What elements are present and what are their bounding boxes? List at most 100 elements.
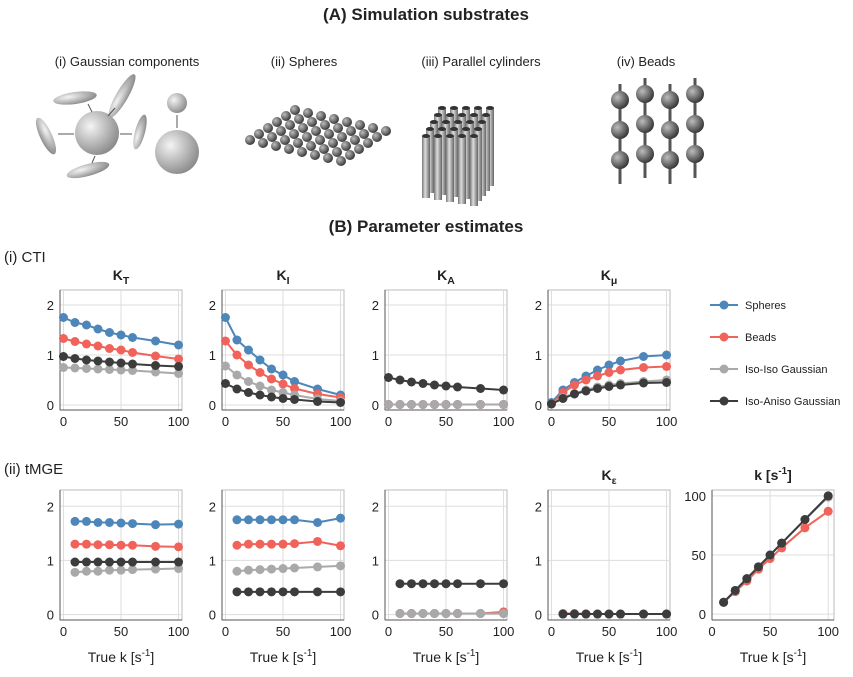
panel-a-title: (A) Simulation substrates	[323, 5, 529, 24]
x-tick-label: 0	[548, 414, 555, 429]
cylinder-top	[482, 113, 490, 117]
data-point	[104, 540, 114, 550]
data-point	[639, 363, 649, 372]
data-point	[151, 557, 161, 567]
sphere	[298, 123, 308, 133]
data-point	[290, 563, 300, 573]
sphere	[316, 111, 326, 121]
sphere	[372, 132, 382, 142]
data-point	[116, 557, 126, 567]
data-point	[742, 574, 752, 584]
sphere	[323, 153, 333, 163]
data-point	[453, 400, 463, 409]
bead	[661, 91, 679, 109]
bead	[636, 115, 654, 133]
cylinder	[470, 136, 478, 206]
chart-title-tail: ]	[787, 467, 792, 483]
data-point	[278, 539, 288, 549]
cylinder	[434, 136, 442, 200]
bead	[611, 151, 629, 169]
data-point	[639, 609, 649, 619]
data-point	[174, 564, 184, 574]
data-point	[558, 394, 568, 403]
legend: Spheres Beads Iso-Iso Gaussian Iso-Aniso Ga…	[710, 300, 840, 408]
chart-title: k [s-1]	[754, 466, 792, 483]
x-tick-label: 0	[548, 624, 555, 639]
data-point	[104, 344, 114, 353]
data-point	[753, 562, 763, 572]
chart-title-sup: -1	[778, 466, 787, 477]
data-point	[336, 513, 346, 523]
data-point	[336, 561, 346, 571]
cylinder-top	[486, 106, 494, 110]
data-point	[232, 515, 242, 525]
sphere	[290, 105, 300, 115]
data-point	[232, 384, 242, 394]
chart-title: KA	[437, 267, 455, 287]
data-point	[592, 384, 602, 393]
data-point	[476, 400, 486, 409]
data-point	[70, 363, 80, 373]
data-point	[104, 328, 114, 337]
sphere	[381, 126, 391, 136]
data-point	[406, 400, 416, 409]
chart-title-sub: μ	[611, 275, 617, 287]
y-tick-label: 0	[209, 398, 216, 413]
data-point	[174, 340, 184, 350]
data-point	[569, 609, 579, 619]
data-point	[499, 609, 509, 618]
data-point	[418, 579, 428, 589]
x-axis-label-sup: -1	[630, 648, 639, 659]
data-point	[93, 356, 103, 366]
data-point	[604, 368, 614, 377]
data-point	[639, 378, 649, 388]
data-point	[116, 565, 126, 575]
data-point	[174, 557, 184, 567]
bead	[686, 145, 704, 163]
data-point	[278, 564, 288, 574]
data-point	[266, 364, 276, 374]
data-point	[313, 397, 323, 406]
data-point	[313, 518, 323, 527]
data-point	[616, 609, 626, 619]
y-tick-label: 0	[699, 607, 706, 622]
data-point	[418, 379, 428, 388]
data-point	[278, 587, 288, 597]
data-point	[81, 557, 91, 567]
data-point	[128, 348, 138, 357]
y-tick-label: 1	[209, 553, 216, 568]
data-point	[499, 579, 509, 589]
x-axis-label-main: True k [s	[250, 649, 304, 665]
cylinder-top	[450, 127, 458, 131]
data-point	[418, 400, 428, 409]
x-tick-label: 100	[493, 624, 515, 639]
x-tick-label: 0	[708, 624, 715, 639]
gaussian-illustration	[35, 74, 199, 179]
data-point	[116, 540, 126, 550]
cylinder-top	[470, 113, 478, 117]
data-point	[476, 609, 486, 618]
x-axis-label-main: True k [s	[740, 649, 794, 665]
data-point	[116, 365, 126, 375]
bead	[686, 85, 704, 103]
cylinder-top	[450, 106, 458, 110]
y-tick-label: 1	[209, 348, 216, 363]
data-point	[116, 518, 126, 528]
data-point	[765, 550, 775, 560]
cylinder-top	[458, 134, 466, 138]
cylinder-top	[442, 120, 450, 124]
data-point	[151, 520, 161, 530]
data-point	[255, 515, 265, 525]
data-point	[499, 400, 509, 409]
sphere	[280, 135, 290, 145]
data-point	[81, 320, 91, 330]
data-point	[569, 380, 579, 390]
data-point	[58, 334, 68, 343]
cylinder-top	[422, 134, 430, 138]
chart-title-sub: A	[447, 275, 455, 287]
data-point	[581, 609, 591, 619]
sphere	[311, 126, 321, 136]
sphere	[363, 138, 373, 148]
cylinder	[446, 136, 454, 202]
data-point	[336, 587, 346, 597]
